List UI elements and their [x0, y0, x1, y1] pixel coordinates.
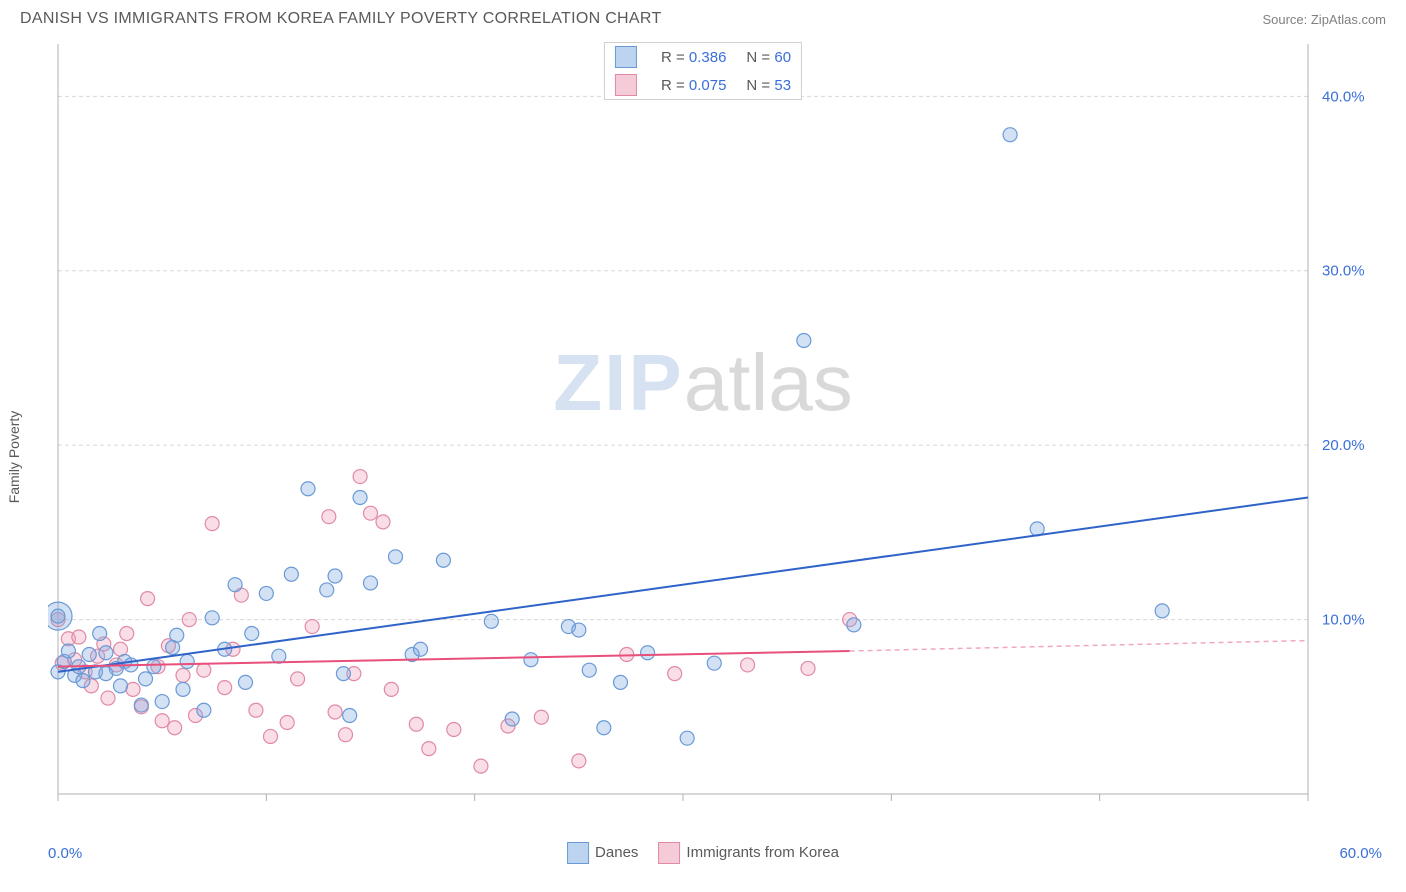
source-citation: Source: ZipAtlas.com — [1262, 12, 1386, 27]
svg-text:40.0%: 40.0% — [1322, 88, 1365, 105]
legend-row-danes: R = 0.386 N = 60 — [605, 43, 801, 71]
correlation-legend: R = 0.386 N = 60 R = 0.075 N = 53 — [604, 42, 802, 100]
swatch-korea-bottom — [658, 842, 680, 864]
swatch-danes — [615, 46, 637, 68]
legend-item-danes: Danes — [567, 842, 638, 864]
y-axis-label: Family Poverty — [6, 411, 22, 504]
scatter-plot: 10.0% 20.0% 30.0% 40.0% — [48, 34, 1388, 834]
svg-text:30.0%: 30.0% — [1322, 263, 1365, 280]
swatch-danes-bottom — [567, 842, 589, 864]
x-axis-max-label: 60.0% — [1339, 845, 1382, 862]
series-legend: Danes Immigrants from Korea — [567, 842, 839, 864]
svg-text:20.0%: 20.0% — [1322, 437, 1365, 454]
svg-text:10.0%: 10.0% — [1322, 612, 1365, 629]
legend-item-korea: Immigrants from Korea — [658, 842, 839, 864]
chart-title: DANISH VS IMMIGRANTS FROM KOREA FAMILY P… — [20, 10, 662, 28]
x-axis-min-label: 0.0% — [48, 845, 82, 862]
swatch-korea — [615, 74, 637, 96]
chart-container: Family Poverty 10.0%20.0%30.0%40.0% ZIPa… — [0, 34, 1406, 864]
legend-row-korea: R = 0.075 N = 53 — [605, 71, 801, 99]
